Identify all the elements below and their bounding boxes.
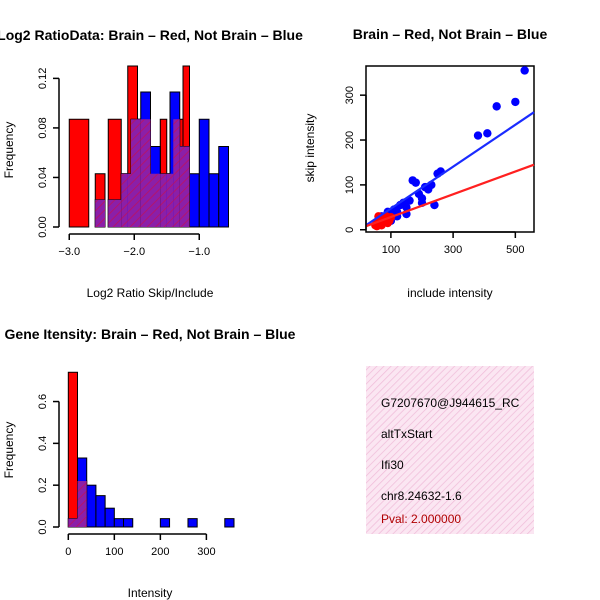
point-not-brain [492,102,501,111]
chart-title: Gene Itensity: Brain – Red, Not Brain – … [5,326,296,342]
chart-title: Brain – Red, Not Brain – Blue [353,26,548,42]
x-tick-label: −1.0 [188,246,210,258]
info-background [366,366,534,534]
pval-text: Pval: 2.000000 [381,512,461,526]
intensity-histogram-panel: Gene Itensity: Brain – Red, Not Brain – … [2,326,296,600]
bar-overlap-hatch [170,173,174,227]
bar-overlap-hatch [108,199,122,227]
y-tick-label: 300 [344,86,356,104]
point-not-brain [520,66,529,75]
y-tick-label: 0.4 [37,436,49,451]
bar-overlap-hatch [183,146,190,227]
bar-not-brain [218,146,229,228]
axes: 0 100 200 300 0.0 0.2 0.4 0.6 [37,394,216,558]
bar-group [68,65,229,228]
bar-not-brain [224,518,235,528]
chart-title: Log2 RatioData: Brain – Red, Not Brain –… [0,27,303,43]
location: chr8.24632-1.6 [381,489,462,503]
y-tick-label: 200 [344,131,356,149]
point-not-brain [473,131,483,140]
bar-not-brain [86,484,97,528]
axes: −3.0 −2.0 −1.0 0.00 0.04 0.08 0.12 [37,68,210,258]
y-tick-label: 0 [344,227,356,233]
bar-overlap-hatch [77,481,87,527]
y-tick-label: 0.04 [37,167,49,188]
axes: 100 300 500 0 100 200 300 [344,86,525,256]
point-group [365,66,535,231]
bar-not-brain [123,518,134,528]
bar-overlap-hatch [137,119,141,227]
info-panel: G7207670@J944615_RC altTxStart Ifi30 chr… [366,366,534,534]
point-not-brain [483,129,492,138]
x-tick-label: −2.0 [123,246,145,258]
bar-not-brain [95,495,106,528]
bar-not-brain [208,173,220,228]
fit-line-brain [365,163,535,228]
x-tick-label: 0 [65,546,71,558]
y-tick-label: 0.00 [37,216,49,237]
x-axis-label: Log2 Ratio Skip/Include [87,286,214,300]
x-tick-label: −3.0 [58,246,80,258]
x-tick-label: 300 [197,546,215,558]
bar-not-brain [113,518,125,528]
x-tick-label: 300 [444,244,462,256]
bar-brain [68,118,90,228]
gene-name: Ifi30 [381,458,404,472]
bar-overlap-hatch [150,173,161,227]
bar-brain [67,371,79,528]
x-tick-label: 100 [382,244,400,256]
y-tick-label: 0.08 [37,117,49,138]
bar-not-brain [187,518,198,528]
x-tick-label: 100 [105,546,123,558]
y-tick-label: 0.0 [37,519,49,534]
y-tick-label: 0.12 [37,68,49,89]
x-axis-label: include intensity [407,286,492,300]
probe-id: G7207670@J944615_RC [381,396,520,410]
y-axis-label: Frequency [2,422,16,479]
bar-overlap-hatch [95,199,105,227]
x-tick-label: 500 [506,244,524,256]
bar-not-brain [159,518,171,528]
y-axis-label: Frequency [2,122,16,179]
y-tick-label: 0.2 [37,478,49,493]
bar-overlap-hatch [131,119,138,227]
ratio-histogram-panel: Log2 RatioData: Brain – Red, Not Brain –… [0,27,303,300]
bar-overlap-hatch [140,119,151,227]
point-not-brain [511,97,520,107]
bar-not-brain [189,173,200,228]
fit-line-not-brain [365,111,535,227]
bar-overlap-hatch [127,173,131,227]
bar-overlap-hatch [179,146,183,227]
bar-overlap-hatch [166,173,170,227]
bar-overlap-hatch [68,518,78,527]
y-axis-label: skip intensity [303,114,317,183]
bar-overlap-hatch [173,119,180,227]
scatter-panel: Brain – Red, Not Brain – Blue include in… [303,26,547,300]
bar-overlap-hatch [160,173,167,227]
x-tick-label: 200 [151,546,169,558]
x-axis-label: Intensity [128,586,173,600]
y-tick-label: 0.6 [37,394,49,409]
y-tick-label: 100 [344,176,356,194]
point-brain [377,221,386,230]
bar-not-brain [198,118,210,228]
point-not-brain [402,203,411,212]
point-not-brain [411,178,420,187]
bar-group [67,371,235,528]
bar-overlap-hatch [121,173,128,227]
bar-not-brain [104,507,115,528]
event-type: altTxStart [381,427,433,441]
